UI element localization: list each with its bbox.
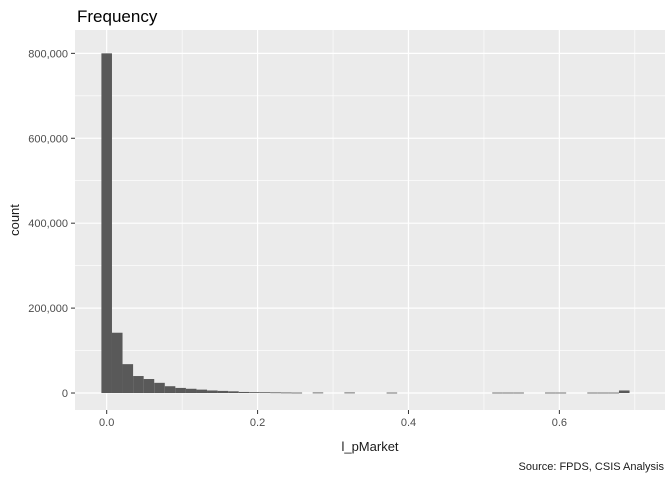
y-tick-label: 200,000: [28, 303, 68, 315]
histogram-bar: [587, 392, 598, 394]
histogram-bar: [238, 391, 250, 394]
histogram-bar: [164, 386, 176, 394]
histogram-bar: [111, 332, 123, 394]
y-tick-label: 600,000: [28, 133, 68, 145]
y-tick-label: 800,000: [28, 48, 68, 60]
histogram-bar: [386, 392, 398, 394]
histogram-bar: [175, 387, 186, 394]
y-tick-label: 400,000: [28, 218, 68, 230]
histogram-bar: [597, 392, 609, 394]
histogram-bar: [344, 392, 355, 394]
histogram-bar: [291, 392, 303, 394]
y-axis-title: count: [7, 204, 22, 236]
histogram-bar: [122, 364, 134, 394]
histogram-bar: [143, 379, 155, 394]
histogram-bar: [154, 382, 165, 394]
x-tick-label: 0.4: [401, 417, 416, 429]
chart-title: Frequency: [77, 7, 158, 26]
x-tick-label: 0.6: [552, 417, 567, 429]
y-axis: 0 200,000 400,000 600,000 800,000: [28, 48, 75, 400]
x-tick-label: 0.0: [99, 417, 114, 429]
y-tick-label: 0: [62, 388, 68, 400]
x-tick-label: 0.2: [250, 417, 265, 429]
histogram-bar: [217, 390, 229, 394]
histogram-bar: [270, 392, 281, 394]
histogram-bar: [513, 392, 524, 394]
histogram-bar: [545, 392, 556, 394]
histogram-bar: [492, 392, 503, 394]
x-axis: 0.0 0.2 0.4 0.6: [99, 410, 567, 429]
histogram-bar: [207, 390, 218, 394]
histogram-bars: [101, 53, 630, 394]
histogram-bar: [312, 392, 324, 394]
histogram-bar: [249, 392, 260, 394]
histogram-bar: [196, 389, 208, 394]
histogram-bar: [502, 392, 514, 394]
histogram-bar: [101, 53, 112, 394]
histogram-bar: [555, 392, 567, 394]
histogram-bar: [133, 376, 144, 394]
histogram-bar: [608, 392, 619, 394]
histogram-bar: [185, 388, 197, 394]
histogram-bar: [618, 390, 630, 394]
histogram-bar: [228, 391, 239, 394]
x-axis-title: l_pMarket: [341, 439, 398, 454]
histogram-bar: [259, 392, 271, 394]
plot-panel: [75, 30, 665, 410]
histogram-bar: [280, 392, 292, 394]
chart-caption: Source: FPDS, CSIS Analysis: [519, 461, 665, 473]
